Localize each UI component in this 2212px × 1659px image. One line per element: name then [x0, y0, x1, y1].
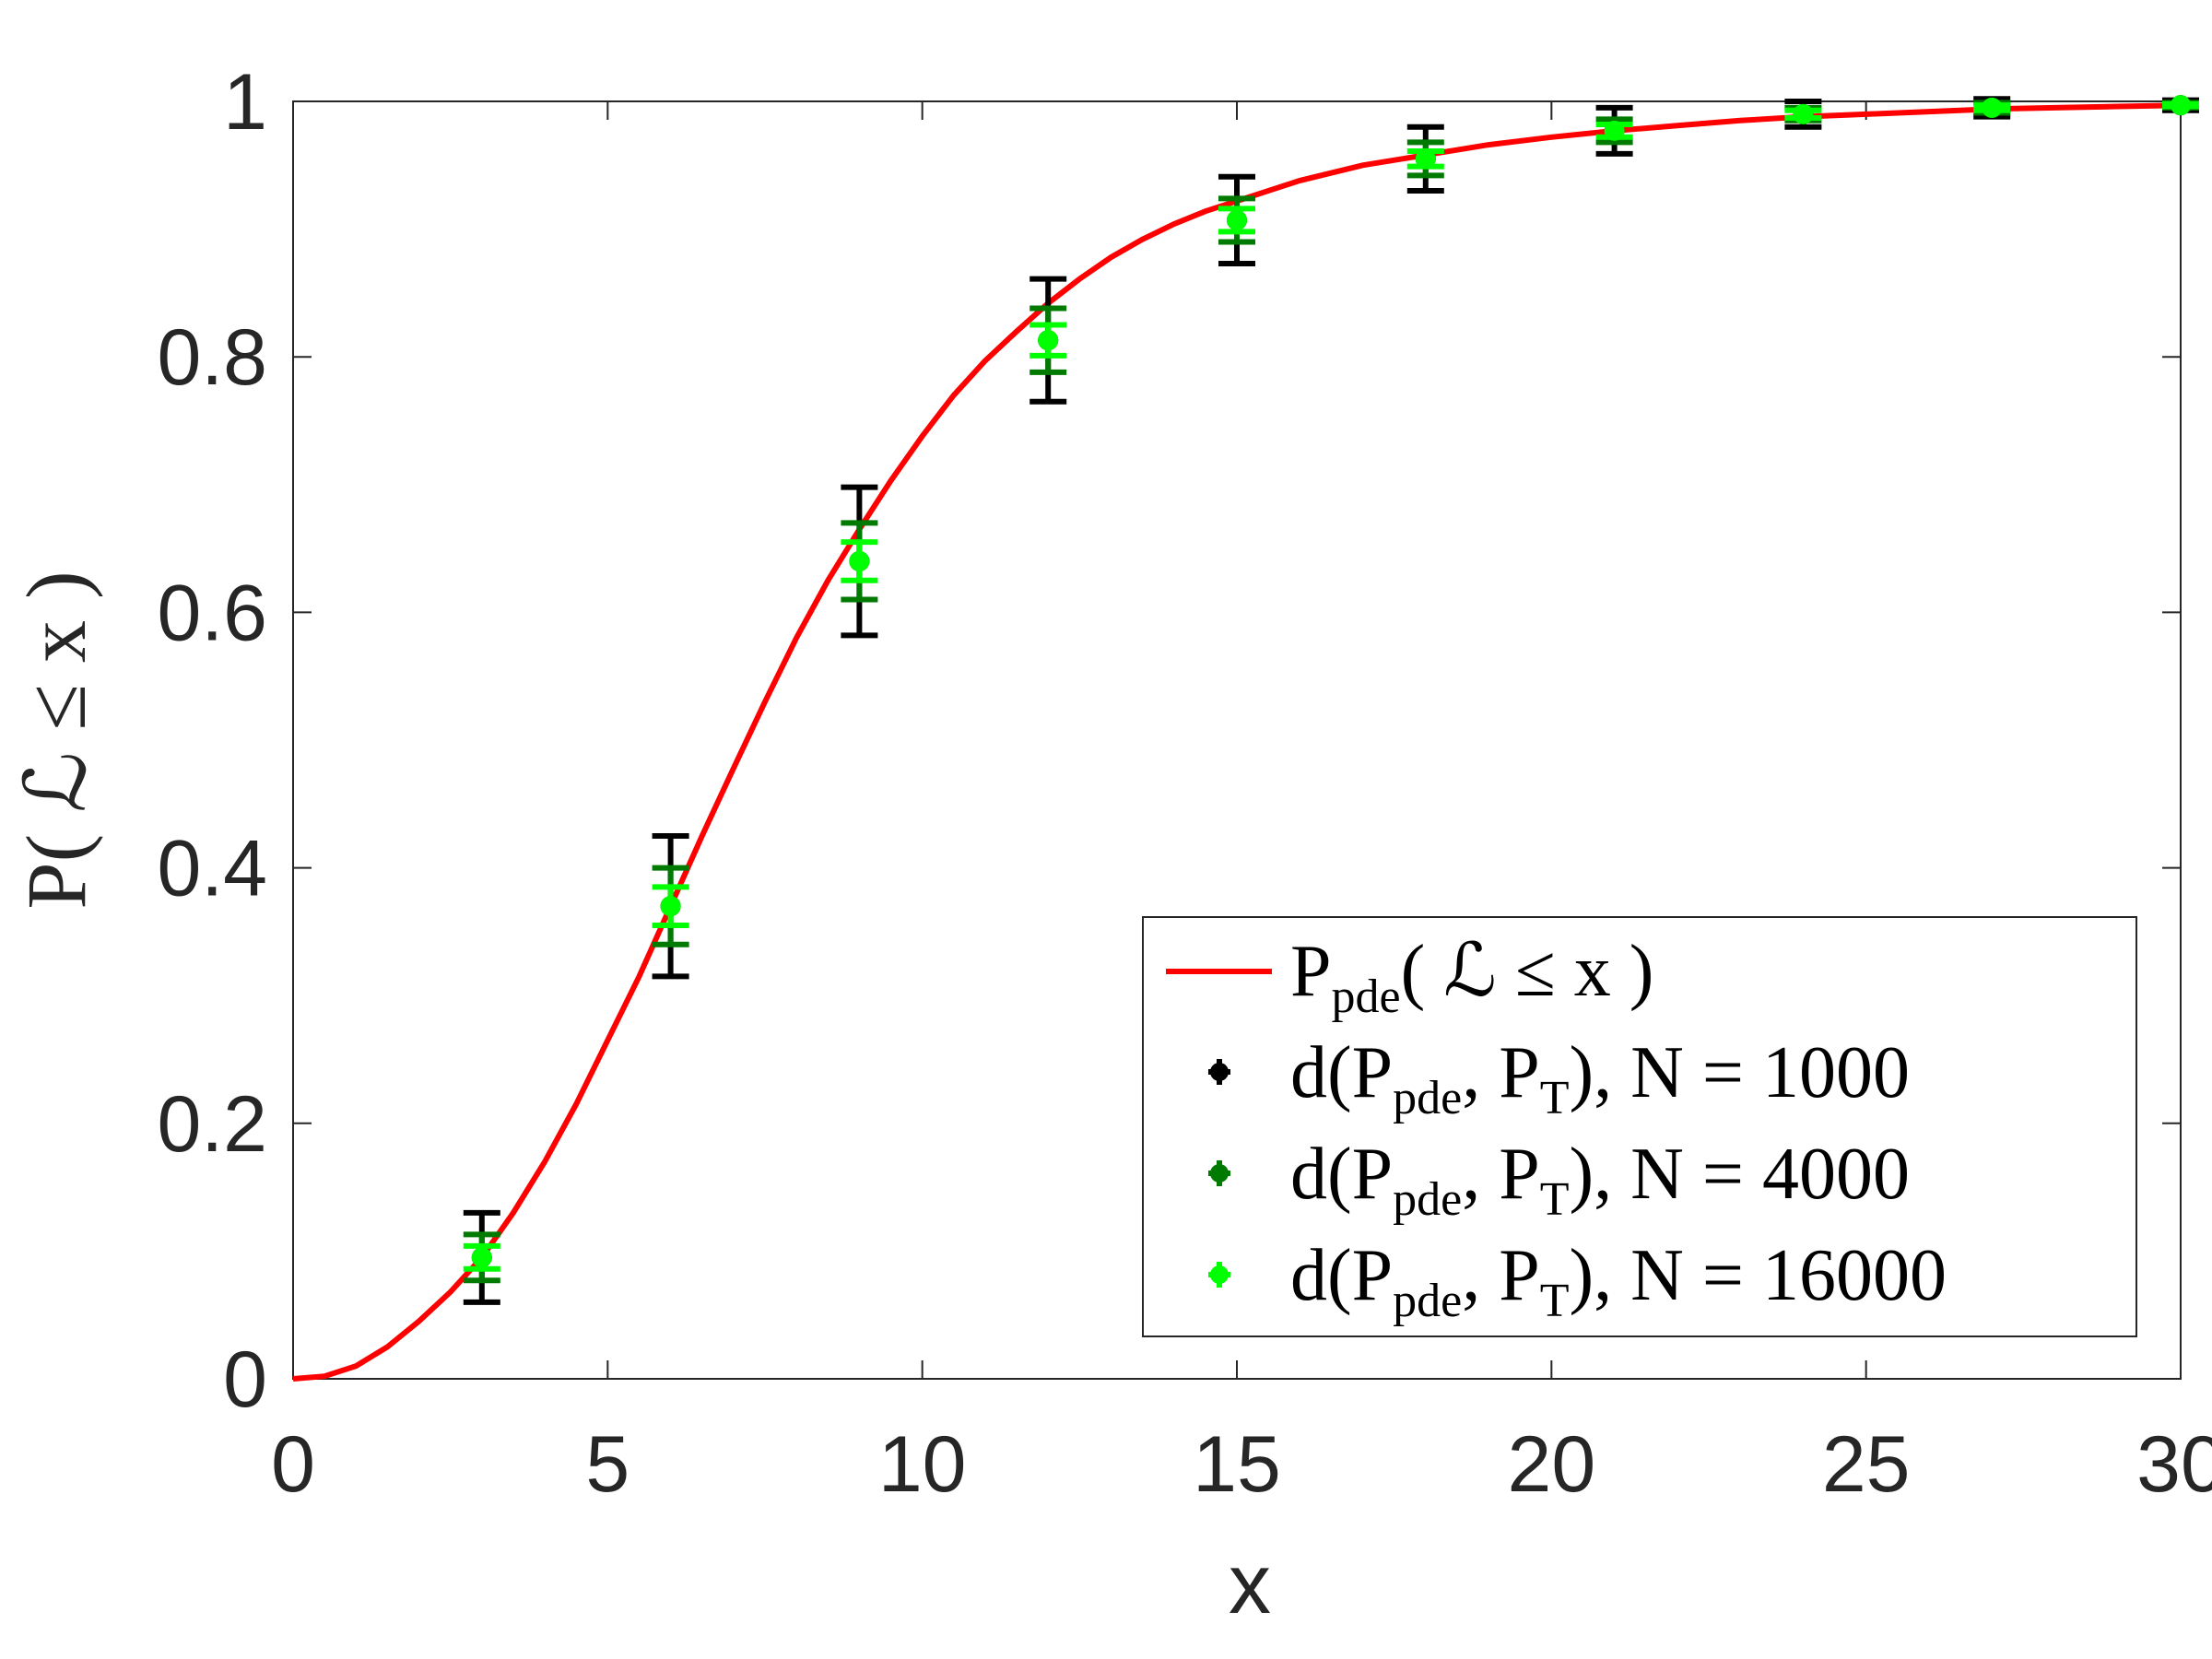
legend-n1000-d: d(P	[1290, 1032, 1393, 1113]
legend-n1000-sub2: T	[1540, 1072, 1570, 1124]
legend-n1000-sub1: pde	[1393, 1072, 1462, 1124]
legend-marker-n1000	[1208, 1059, 1230, 1085]
legend-label-n4000: d(Ppde, PT), N = 4000	[1290, 1134, 1910, 1226]
legend-n4000-d: d(P	[1290, 1134, 1393, 1215]
legend-ppde-rest: ( ℒ ≤ x )	[1401, 931, 1654, 1012]
data-point	[1227, 209, 1247, 230]
legend-n16000-d: d(P	[1290, 1235, 1393, 1316]
y-tick-labels: 0 0.2 0.4 0.6 0.8 1	[157, 58, 267, 1424]
y-tick-label: 1	[223, 58, 267, 147]
data-point	[660, 896, 681, 917]
legend: Ppde( ℒ ≤ x ) d(Ppde, PT), N = 1000 d(Pp…	[1142, 916, 2137, 1337]
legend-n4000-sub2: T	[1540, 1173, 1570, 1226]
x-tick-label: 25	[1822, 1420, 1911, 1509]
y-tick-label: 0.6	[157, 569, 267, 657]
y-tick-label: 0.4	[157, 825, 267, 913]
legend-marker-n4000	[1208, 1160, 1230, 1186]
x-tick-labels: 0 5 10 15 20 25 30	[271, 1420, 2212, 1509]
series-line-ppde	[292, 102, 2182, 1382]
legend-ppde-main: P	[1290, 931, 1332, 1012]
x-tick-label: 10	[878, 1420, 967, 1509]
legend-n4000-sub1: pde	[1393, 1173, 1462, 1226]
legend-box	[1142, 916, 2137, 1337]
legend-ppde-sub: pde	[1332, 971, 1401, 1023]
y-tick-label: 0.2	[157, 1080, 267, 1169]
legend-marker-dot	[1210, 1265, 1229, 1284]
legend-n16000-sub2: T	[1540, 1275, 1570, 1327]
data-point	[1793, 103, 1814, 124]
x-axis-label: x	[1229, 1537, 1271, 1631]
data-point	[471, 1247, 492, 1268]
legend-label-n1000: d(Ppde, PT), N = 1000	[1290, 1032, 1910, 1124]
data-point	[1038, 330, 1059, 351]
legend-n1000-mid: , P	[1462, 1032, 1540, 1113]
x-tick-label: 20	[1507, 1420, 1595, 1509]
y-tick-label: 0.8	[157, 313, 267, 402]
data-point	[2171, 95, 2191, 116]
legend-label-ppde: Ppde( ℒ ≤ x )	[1290, 931, 1653, 1023]
legend-label-n16000: d(Ppde, PT), N = 16000	[1290, 1235, 1947, 1327]
x-tick-label: 5	[585, 1420, 629, 1509]
legend-marker-dot	[1210, 1164, 1229, 1182]
data-point	[1415, 148, 1436, 170]
x-tick-label: 0	[271, 1420, 315, 1509]
y-tick-label: 0	[223, 1335, 267, 1424]
legend-n4000-mid: , P	[1462, 1134, 1540, 1215]
legend-n4000-tail: ), N = 4000	[1570, 1134, 1911, 1215]
y-axis-label: P( ℒ ≤ x )	[9, 571, 103, 909]
errorbar-points	[463, 95, 2199, 1305]
data-point	[1982, 97, 2003, 118]
legend-n16000-mid: , P	[1462, 1235, 1540, 1316]
x-tick-label: 30	[2136, 1420, 2212, 1509]
x-tick-label: 15	[1193, 1420, 1281, 1509]
legend-marker-n16000	[1208, 1262, 1230, 1288]
data-point	[1604, 120, 1625, 141]
data-point	[849, 550, 870, 571]
legend-marker-dot	[1210, 1063, 1229, 1081]
legend-n1000-tail: ), N = 1000	[1570, 1032, 1911, 1113]
legend-n16000-tail: ), N = 16000	[1570, 1235, 1947, 1316]
legend-n16000-sub1: pde	[1393, 1275, 1462, 1327]
errorbar-series-3	[463, 95, 2199, 1272]
